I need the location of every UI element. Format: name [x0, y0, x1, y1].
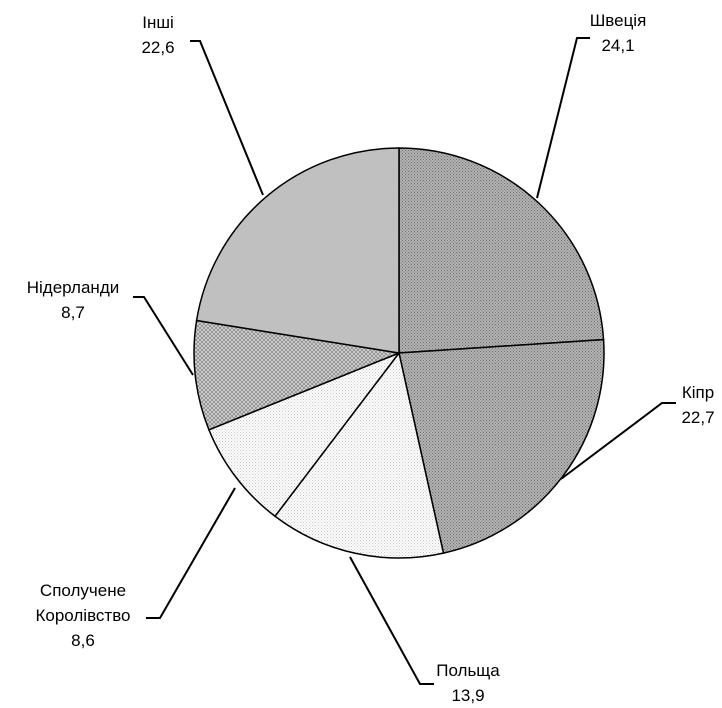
- leader-line-poland: [349, 556, 434, 685]
- leader-line-cyprus: [560, 402, 676, 480]
- label-netherlands-name: Нідерланди: [27, 278, 119, 297]
- pie-slice-cyprus: [398, 338, 605, 555]
- leader-line-sweden: [536, 37, 590, 199]
- label-netherlands-value: 8,7: [61, 303, 85, 322]
- leader-line-others: [190, 40, 264, 196]
- pie-slice-sweden: [398, 147, 605, 354]
- label-uk-name-line2: Королівство: [35, 606, 130, 625]
- label-uk-name-line1: Сполучене: [40, 581, 126, 600]
- label-sweden-value: 24,1: [601, 36, 634, 55]
- label-poland-value: 13,9: [451, 686, 484, 705]
- pie-slice-others: [195, 147, 400, 354]
- label-uk-value: 8,6: [71, 631, 95, 650]
- pie-slice-netherlands: [193, 319, 402, 431]
- pie-slice-uk: [207, 351, 402, 518]
- label-others-name: Інші: [142, 13, 174, 32]
- pie-slice-poland: [273, 351, 445, 559]
- leader-line-netherlands: [133, 296, 194, 376]
- label-poland-name: Польща: [436, 661, 500, 680]
- label-others-value: 22,6: [141, 38, 174, 57]
- label-cyprus-value: 22,7: [681, 408, 714, 427]
- label-cyprus-name: Кіпр: [682, 383, 714, 402]
- leader-line-uk: [146, 487, 236, 619]
- label-sweden-name: Швеція: [590, 11, 647, 30]
